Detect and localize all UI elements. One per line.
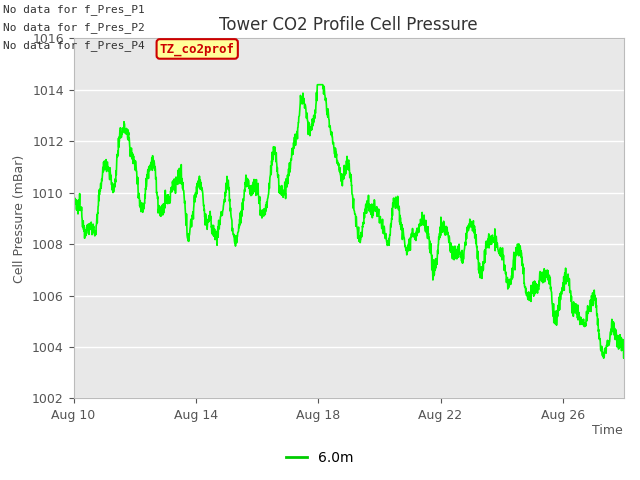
Legend: 6.0m: 6.0m — [281, 445, 359, 471]
Text: No data for f_Pres_P4: No data for f_Pres_P4 — [3, 40, 145, 51]
Text: No data for f_Pres_P2: No data for f_Pres_P2 — [3, 22, 145, 33]
Title: Tower CO2 Profile Cell Pressure: Tower CO2 Profile Cell Pressure — [220, 16, 478, 34]
X-axis label: Time: Time — [592, 423, 623, 437]
Text: No data for f_Pres_P1: No data for f_Pres_P1 — [3, 4, 145, 15]
Y-axis label: Cell Pressure (mBar): Cell Pressure (mBar) — [13, 154, 26, 283]
Text: TZ_co2prof: TZ_co2prof — [160, 42, 235, 56]
